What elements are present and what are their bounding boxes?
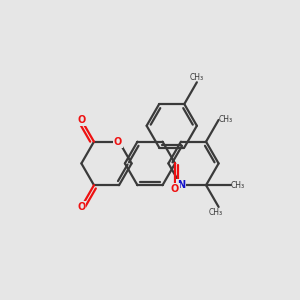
Text: O: O <box>114 137 122 147</box>
Text: CH₃: CH₃ <box>190 73 204 82</box>
Text: CH₃: CH₃ <box>218 116 233 124</box>
Text: CH₃: CH₃ <box>231 181 245 190</box>
Text: CH₃: CH₃ <box>209 208 223 217</box>
Text: N: N <box>177 180 185 190</box>
Text: O: O <box>77 202 86 212</box>
Text: O: O <box>77 115 86 125</box>
Text: O: O <box>171 184 179 194</box>
